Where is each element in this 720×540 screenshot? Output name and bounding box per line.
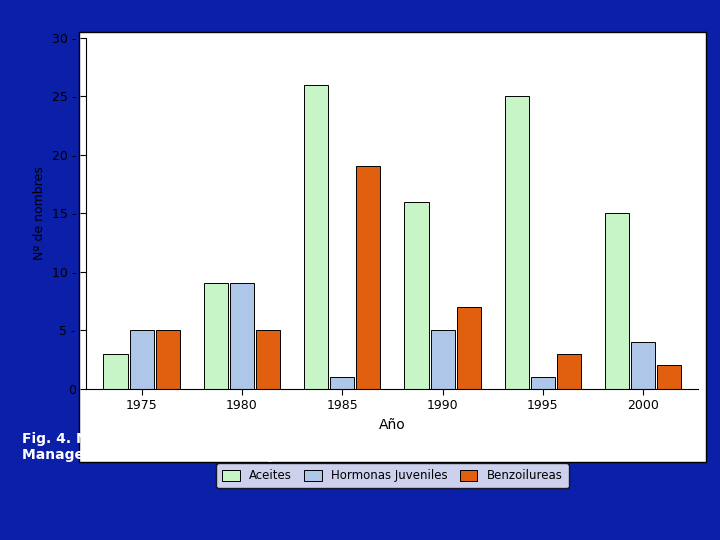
Bar [531, 377, 555, 389]
Legend: Aceites, Hormonas Juveniles, Benzoilureas: Aceites, Hormonas Juveniles, Benzoilurea… [216, 463, 569, 488]
Bar [657, 366, 681, 389]
Bar [605, 213, 629, 389]
Bar [230, 284, 254, 389]
Bar [431, 330, 454, 389]
Bar [405, 201, 428, 389]
Bar [130, 330, 153, 389]
Bar [156, 330, 180, 389]
Bar [204, 284, 228, 389]
Bar [456, 307, 481, 389]
X-axis label: Año: Año [379, 418, 406, 432]
Bar [505, 96, 529, 389]
Bar [631, 342, 655, 389]
Text: Fig. 4. No. de Nombres Comerciales de Insecticidas. Fuente:  Arthropod
Managemen: Fig. 4. No. de Nombres Comerciales de In… [22, 432, 583, 462]
Bar [557, 354, 581, 389]
Bar [356, 166, 380, 389]
Bar [304, 85, 328, 389]
Y-axis label: Nº de nombres: Nº de nombres [33, 166, 46, 260]
Bar [104, 354, 127, 389]
Bar [330, 377, 354, 389]
Bar [256, 330, 280, 389]
